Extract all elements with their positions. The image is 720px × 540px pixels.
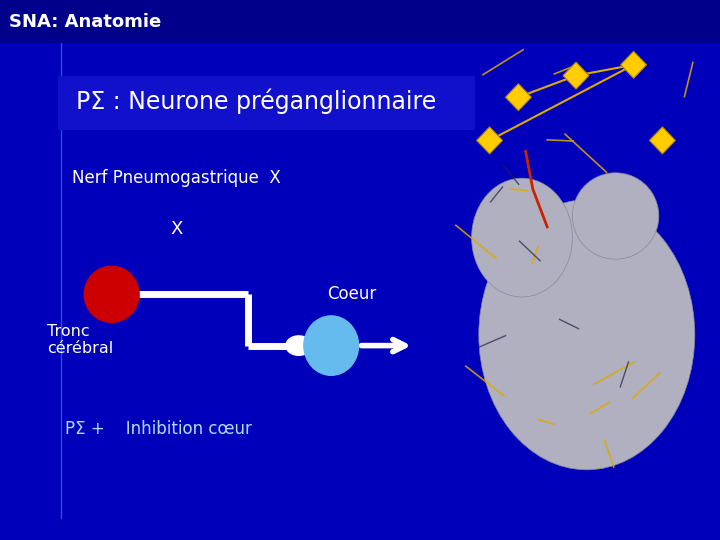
Polygon shape	[649, 127, 675, 154]
FancyBboxPatch shape	[432, 43, 720, 529]
Ellipse shape	[472, 178, 572, 297]
Polygon shape	[477, 127, 503, 154]
Text: X: X	[170, 220, 183, 239]
Polygon shape	[505, 84, 531, 111]
Polygon shape	[563, 62, 589, 89]
FancyBboxPatch shape	[0, 0, 720, 43]
Text: PΣ +    Inhibition cœur: PΣ + Inhibition cœur	[65, 420, 252, 438]
Circle shape	[286, 336, 312, 355]
Text: PΣ : Neurone préganglionnaire: PΣ : Neurone préganglionnaire	[76, 89, 436, 114]
Text: Tronc
cérébral: Tronc cérébral	[47, 324, 113, 356]
Text: Coeur: Coeur	[328, 285, 377, 303]
Text: SNA: Anatomie: SNA: Anatomie	[9, 12, 161, 31]
Ellipse shape	[304, 316, 359, 375]
Ellipse shape	[84, 266, 139, 322]
FancyBboxPatch shape	[58, 76, 475, 130]
Ellipse shape	[572, 173, 659, 259]
Ellipse shape	[479, 200, 695, 470]
Text: Nerf Pneumogastrique  X: Nerf Pneumogastrique X	[72, 169, 281, 187]
Polygon shape	[621, 51, 647, 78]
